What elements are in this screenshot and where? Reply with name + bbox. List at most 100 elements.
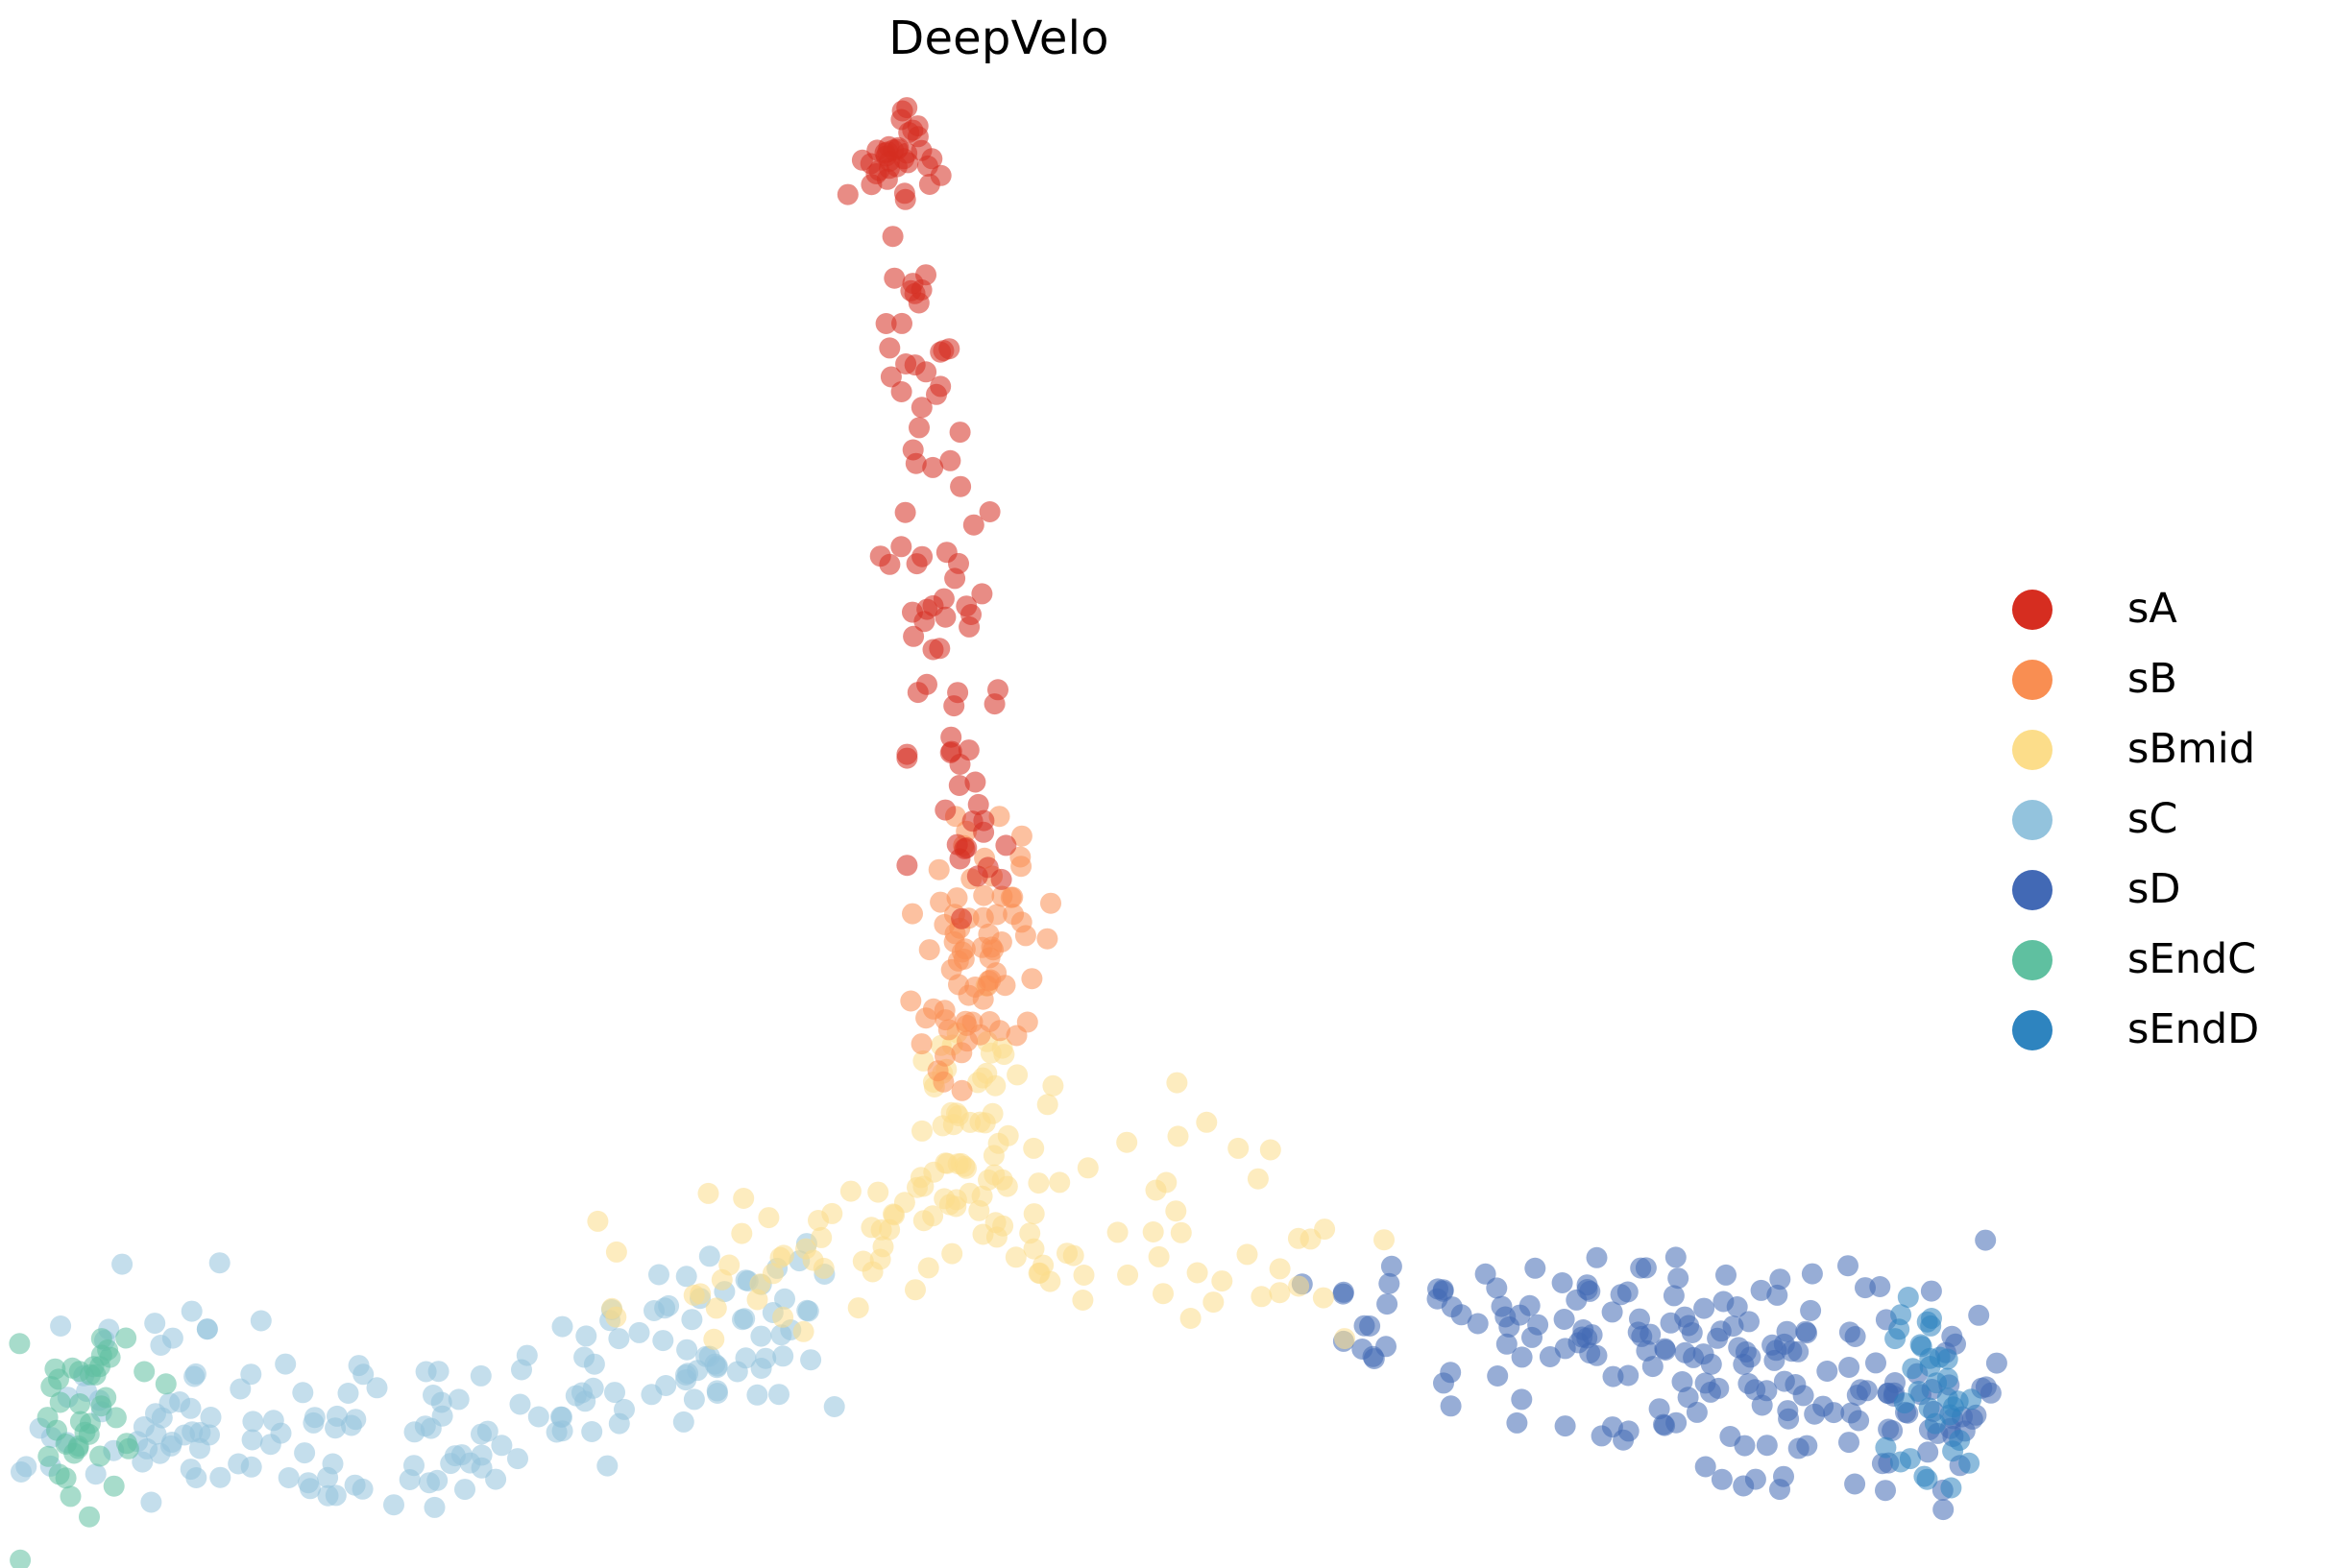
page-title: DeepVelo: [888, 12, 1109, 65]
scatter-point: [1913, 1465, 1935, 1487]
scatter-point: [1869, 1276, 1891, 1297]
scatter-point: [136, 1437, 158, 1459]
scatter-point: [1117, 1264, 1139, 1286]
scatter-point: [1875, 1436, 1897, 1459]
scatter-point: [46, 1419, 67, 1441]
scatter-point: [917, 1257, 939, 1279]
scatter-point: [746, 1384, 768, 1406]
scatter-point: [1926, 1372, 1948, 1394]
scatter-point: [927, 1060, 949, 1082]
scatter-point: [604, 1382, 625, 1404]
scatter-series-sd: [1291, 1229, 2007, 1521]
scatter-point: [1902, 1358, 1924, 1380]
scatter-point: [155, 1373, 177, 1395]
scatter-point: [1259, 1139, 1281, 1161]
scatter-point: [880, 366, 902, 388]
scatter-point: [115, 1327, 137, 1349]
scatter-point: [230, 1378, 252, 1400]
scatter-point: [1166, 1072, 1188, 1094]
legend-marker-sa-icon: [2012, 589, 2053, 630]
scatter-point: [1551, 1272, 1573, 1293]
scatter-point: [852, 1250, 874, 1272]
scatter-point: [987, 1132, 1009, 1154]
scatter-point: [683, 1388, 705, 1411]
scatter-point: [1236, 1243, 1258, 1266]
scatter-point: [915, 361, 937, 383]
scatter-point: [869, 1248, 891, 1270]
scatter-point: [419, 1472, 440, 1494]
scatter-point: [507, 1448, 528, 1470]
scatter-point: [867, 1181, 889, 1203]
scatter-point: [990, 868, 1012, 890]
scatter-point: [987, 679, 1008, 701]
scatter-point: [795, 1238, 816, 1260]
scatter-point: [1440, 1395, 1462, 1417]
scatter-point: [707, 1383, 728, 1404]
scatter-point: [1617, 1420, 1640, 1442]
scatter-point: [1586, 1246, 1608, 1268]
scatter-point: [1554, 1415, 1576, 1437]
scatter-point: [581, 1421, 603, 1442]
scatter-point: [1042, 1074, 1064, 1097]
scatter-point: [546, 1421, 568, 1443]
legend-item-sa[interactable]: sA: [2012, 574, 2329, 644]
scatter-point: [454, 1479, 475, 1501]
scatter-point: [317, 1484, 339, 1507]
scatter-series-sa: [837, 97, 1017, 929]
scatter-point: [1106, 1221, 1129, 1243]
scatter-point: [982, 1102, 1004, 1124]
scatter-series-sendd: [1875, 1287, 1982, 1499]
scatter-point: [1932, 1499, 1955, 1521]
scatter-point: [908, 292, 930, 314]
scatter-point: [471, 1444, 493, 1466]
scatter-point: [571, 1382, 593, 1404]
legend-item-sendc[interactable]: sEndC: [2012, 925, 2329, 995]
scatter-point: [971, 583, 993, 605]
scatter-point: [1332, 1283, 1354, 1305]
scatter-point: [1980, 1382, 2002, 1404]
scatter-point: [875, 313, 897, 334]
scatter-point: [414, 1415, 436, 1437]
legend-label: sBmid: [2127, 725, 2256, 773]
scatter-point: [1838, 1432, 1859, 1454]
scatter-point: [746, 1289, 768, 1311]
scatter-point: [935, 1009, 957, 1031]
scatter-point: [1671, 1371, 1693, 1392]
scatter-point: [1021, 968, 1043, 990]
scatter-point: [933, 588, 955, 610]
scatter-point: [1467, 1313, 1489, 1335]
scatter-point: [140, 1491, 162, 1513]
scatter-point: [916, 155, 938, 177]
scatter-point: [973, 884, 995, 906]
scatter-point: [1735, 1340, 1757, 1363]
scatter-point: [891, 100, 913, 122]
scatter-point: [1678, 1315, 1700, 1337]
scatter-point: [735, 1347, 757, 1369]
scatter-point: [675, 1266, 697, 1288]
scatter-point: [50, 1315, 72, 1337]
legend-item-sendd[interactable]: sEndD: [2012, 995, 2329, 1065]
scatter-point: [144, 1313, 166, 1335]
scatter-point: [1376, 1293, 1398, 1315]
scatter-point: [1032, 1254, 1055, 1276]
legend-item-sc[interactable]: sC: [2012, 784, 2329, 855]
scatter-point: [1040, 892, 1061, 914]
scatter-point: [734, 1308, 756, 1330]
scatter-point: [1617, 1364, 1640, 1387]
scatter-point: [242, 1411, 264, 1433]
scatter-point: [655, 1375, 677, 1396]
legend-item-sb[interactable]: sB: [2012, 644, 2329, 714]
legend-item-sd[interactable]: sD: [2012, 855, 2329, 925]
scatter-point: [95, 1387, 117, 1409]
scatter-point: [930, 891, 952, 913]
legend-item-sbmid[interactable]: sBmid: [2012, 714, 2329, 784]
scatter-point: [879, 337, 901, 359]
scatter-point: [935, 799, 957, 821]
scatter-point: [85, 1463, 107, 1485]
scatter-point: [1005, 1246, 1027, 1268]
scatter-point: [1636, 1339, 1658, 1362]
scatter-point: [1019, 1222, 1041, 1244]
scatter-point: [755, 1347, 777, 1369]
scatter-point: [943, 695, 965, 717]
scatter-point: [1009, 846, 1032, 868]
